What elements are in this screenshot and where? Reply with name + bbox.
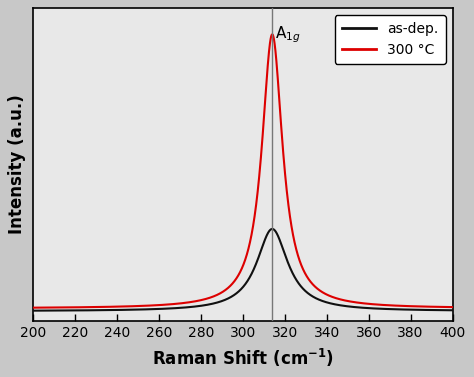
as-dep.: [103, 308, 109, 313]
as-dep.: [30, 308, 36, 313]
Line: 300 °C: 300 °C: [33, 34, 453, 308]
300 °C: [210, 295, 215, 299]
Line: as-dep.: as-dep.: [33, 229, 453, 311]
as-dep.: [191, 304, 197, 309]
300 °C: [103, 305, 109, 309]
300 °C: [78, 305, 84, 310]
as-dep.: [269, 227, 275, 231]
300 °C: [450, 305, 456, 310]
as-dep.: [450, 308, 456, 313]
Legend: as-dep., 300 °C: as-dep., 300 °C: [335, 15, 446, 64]
300 °C: [30, 305, 36, 310]
300 °C: [191, 299, 197, 304]
300 °C: [396, 303, 402, 308]
as-dep.: [78, 308, 84, 313]
300 °C: [269, 32, 275, 37]
Text: A$_{1g}$: A$_{1g}$: [275, 25, 301, 45]
Y-axis label: Intensity (a.u.): Intensity (a.u.): [9, 95, 27, 234]
as-dep.: [210, 302, 215, 306]
as-dep.: [442, 308, 447, 313]
as-dep.: [396, 307, 402, 312]
X-axis label: Raman Shift $\mathbf{(cm^{-1})}$: Raman Shift $\mathbf{(cm^{-1})}$: [152, 346, 334, 369]
300 °C: [442, 305, 447, 309]
